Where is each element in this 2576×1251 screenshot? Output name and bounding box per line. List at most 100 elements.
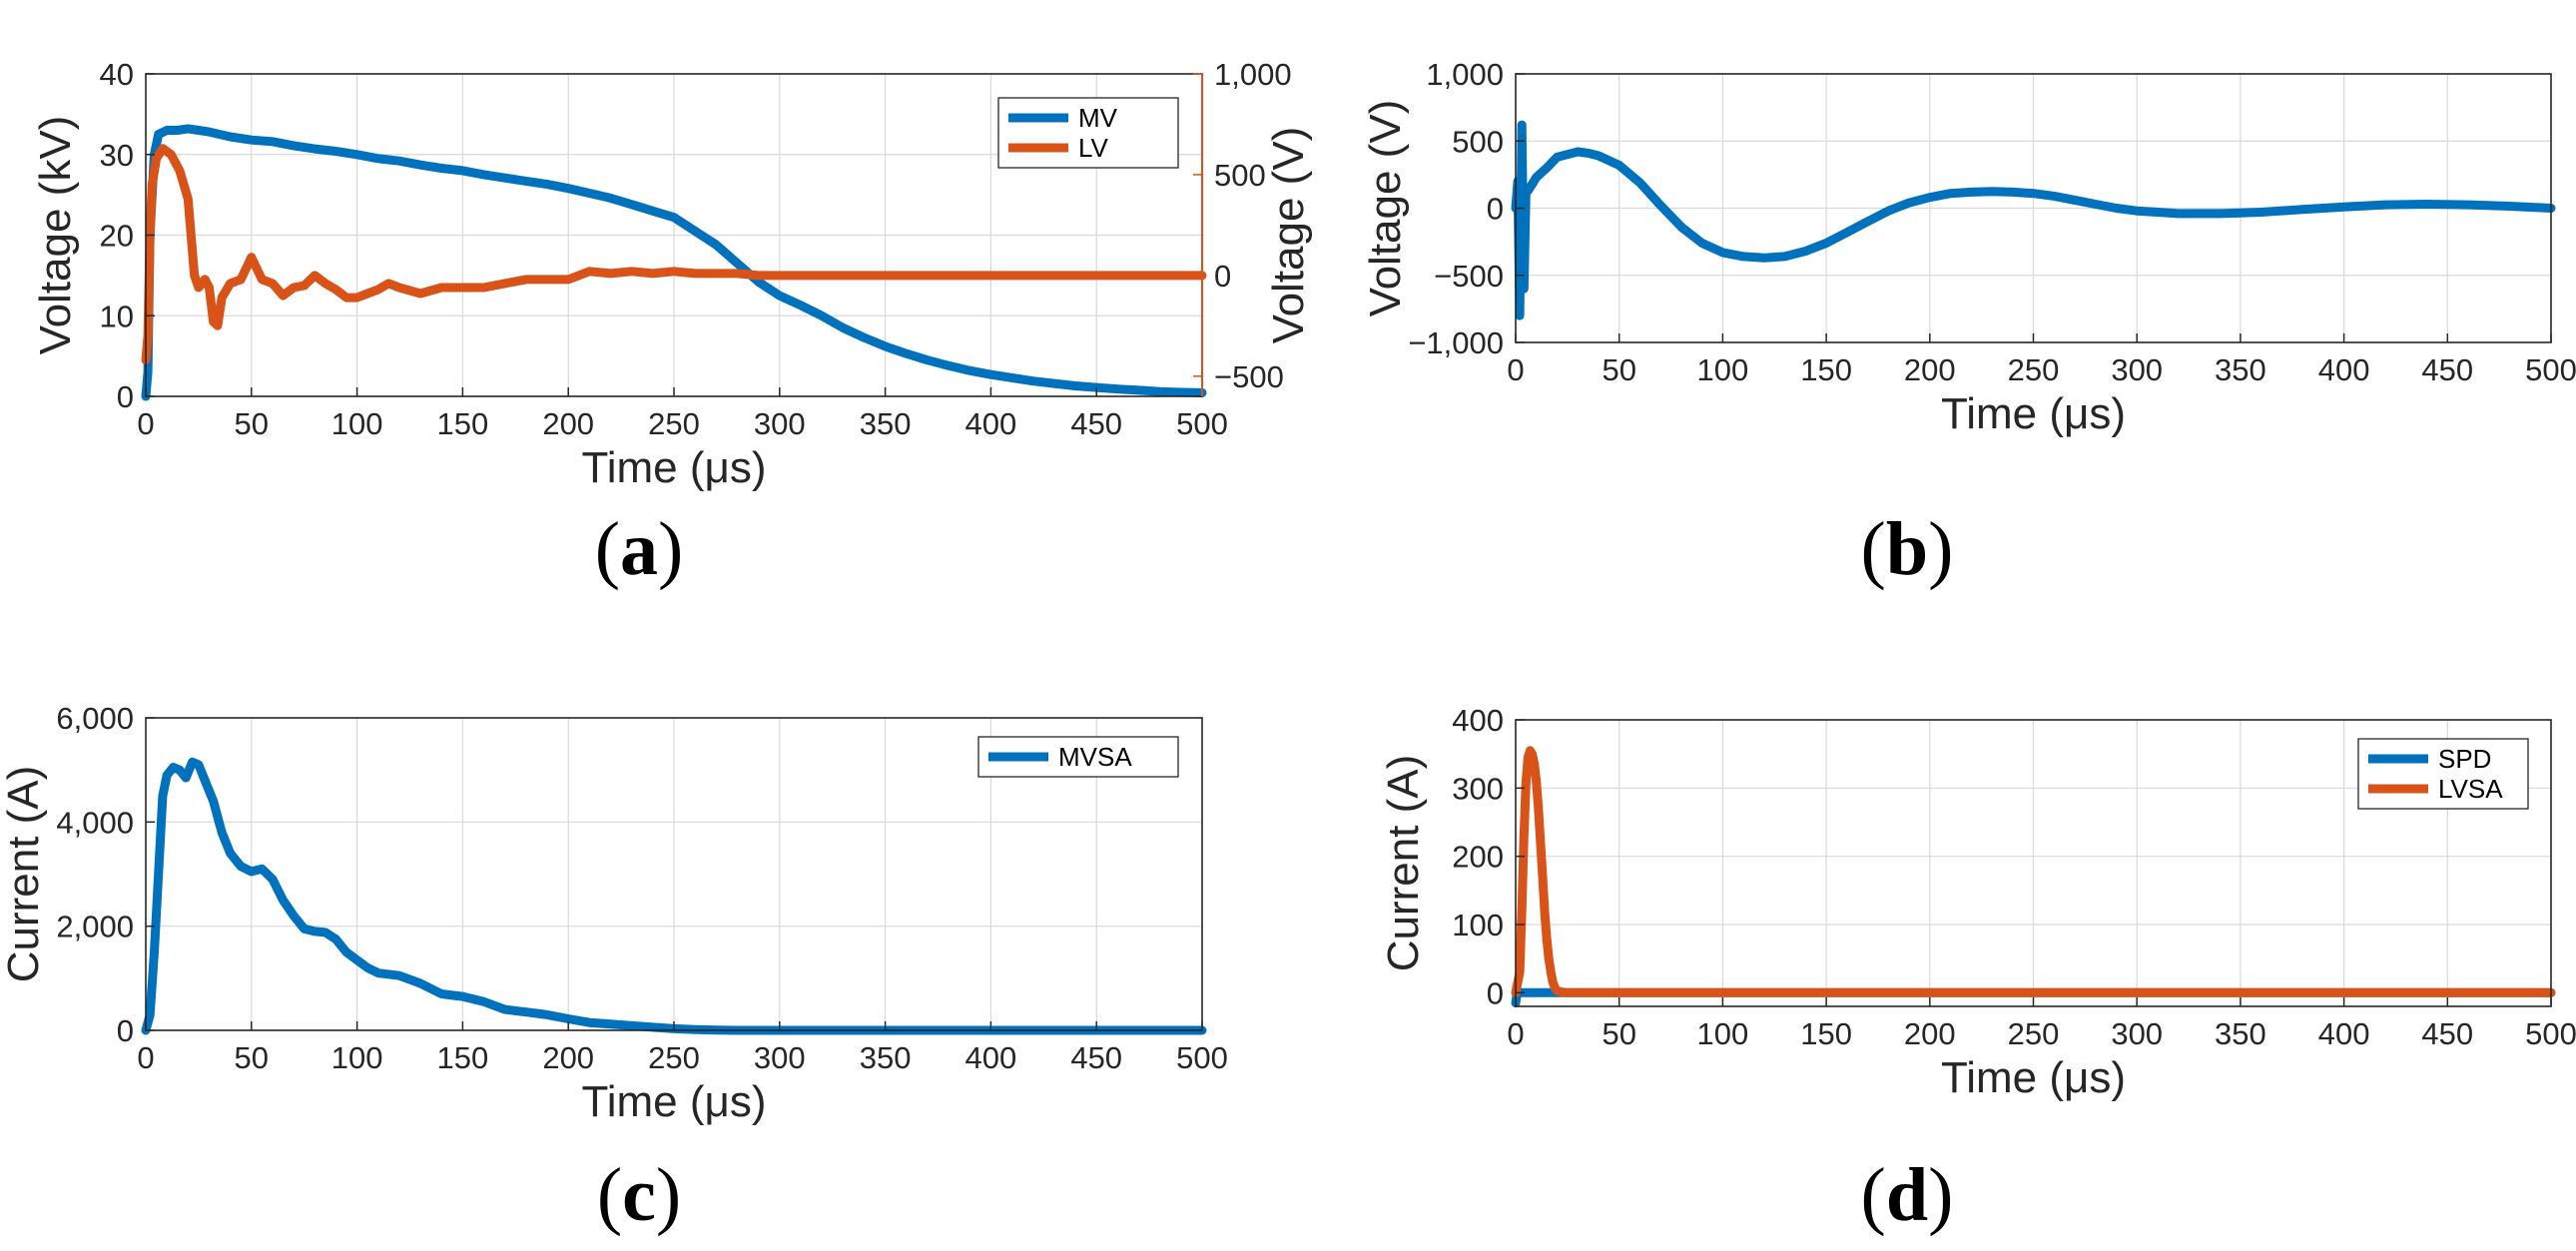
- y-tick-label: 100: [1452, 908, 1504, 942]
- x-axis-label: Time (μs): [1941, 1053, 2126, 1102]
- x-tick-label: 400: [2318, 1016, 2370, 1051]
- x-tick-label: 250: [648, 406, 700, 441]
- legend: MVSA: [977, 736, 1179, 778]
- x-tick-label: 300: [754, 1040, 806, 1075]
- x-tick-label: 50: [235, 1040, 269, 1075]
- series-line-mvsa: [141, 757, 1207, 1035]
- panel-label-d: (d): [1861, 1153, 1954, 1237]
- y-tick-label: 0: [1487, 192, 1504, 227]
- x-tick-label: 0: [137, 406, 154, 441]
- x-tick-label: 250: [2008, 1016, 2060, 1051]
- x-tick-label: 250: [2008, 352, 2060, 387]
- x-tick-label: 300: [2111, 352, 2163, 387]
- y-axis-label: Voltage (V): [1361, 100, 1410, 317]
- x-tick-label: 100: [1697, 352, 1749, 387]
- x-tick-label: 100: [331, 406, 383, 441]
- panel-d-chart: 0 50 100 150 200 250 300 350 400 450 500 0 100 200 300…: [1379, 703, 2576, 1102]
- x-tick-label: 150: [437, 1040, 489, 1075]
- x-tick-label: 0: [1507, 352, 1524, 387]
- series-line-lv: [141, 144, 1207, 365]
- y-tick-label: 4,000: [56, 805, 134, 840]
- x-tick-label: 350: [2215, 352, 2266, 387]
- x-tick-label: 200: [542, 406, 594, 441]
- y-tick-label: 0: [117, 1013, 134, 1048]
- y-axis-label: Current (A): [0, 766, 48, 983]
- y-tick-label: 200: [1452, 840, 1504, 875]
- x-tick-label: 100: [1697, 1016, 1749, 1051]
- y-tick-label: −1,000: [1408, 325, 1504, 360]
- y-tick-label: 400: [1452, 703, 1504, 738]
- x-tick-label: 50: [235, 406, 269, 441]
- x-tick-label: 500: [2525, 352, 2576, 387]
- y-tick-label: 0: [117, 379, 134, 414]
- x-tick-label: 200: [542, 1040, 594, 1075]
- x-tick-label: 400: [2318, 352, 2370, 387]
- x-axis-label: Time (μs): [581, 443, 766, 492]
- panel-label-b: (b): [1861, 507, 1954, 591]
- panel-c-chart: 0 50 100 150 200 250 300 350 400 450 500 0 2,000 4,00…: [0, 701, 1228, 1126]
- y-tick-label: 30: [100, 138, 134, 173]
- x-tick-label: 350: [860, 406, 912, 441]
- legend-box: [997, 97, 1179, 169]
- x-tick-label: 400: [966, 406, 1017, 441]
- x-tick-label: 0: [137, 1040, 154, 1075]
- y-tick-label: 2,000: [56, 910, 134, 944]
- right-y-tick-label: 0: [1214, 259, 1231, 294]
- x-tick-label: 50: [1602, 352, 1635, 387]
- x-tick-label: 100: [331, 1040, 383, 1075]
- panel-b-chart: 0 50 100 150 200 250 300 350 400 450 500 −1,000 −500…: [1361, 57, 2576, 438]
- x-tick-label: 250: [648, 1040, 700, 1075]
- y-tick-label: 500: [1452, 124, 1504, 159]
- y-tick-label: 0: [1487, 975, 1504, 1010]
- y-tick-label: 300: [1452, 771, 1504, 806]
- legend-label-lvsa: LVSA: [2438, 774, 2503, 804]
- y-tick-label: 20: [100, 219, 134, 254]
- right-y-axis-label: Voltage (V): [1264, 127, 1313, 344]
- x-axis-label: Time (μs): [1941, 389, 2126, 438]
- x-tick-label: 300: [2111, 1016, 2163, 1051]
- x-tick-label: 400: [966, 1040, 1017, 1075]
- y-tick-label: 1,000: [1426, 57, 1504, 92]
- x-tick-label: 500: [2525, 1016, 2576, 1051]
- x-tick-label: 350: [2215, 1016, 2266, 1051]
- y-axis-label: Current (A): [1379, 755, 1428, 972]
- series-line-lvsa: [1511, 746, 2556, 997]
- y-tick-label: 40: [100, 57, 134, 92]
- x-tick-label: 450: [1070, 406, 1122, 441]
- legend-label-mv: MV: [1078, 103, 1118, 133]
- legend-label-mvsa: MVSA: [1058, 742, 1132, 772]
- y-tick-label: 10: [100, 299, 134, 333]
- x-tick-label: 200: [1904, 352, 1956, 387]
- y-axis-label: Voltage (kV): [31, 116, 80, 355]
- y-tick-label: −500: [1434, 259, 1504, 294]
- x-tick-label: 350: [860, 1040, 912, 1075]
- x-tick-label: 500: [1176, 406, 1228, 441]
- legend-label-spd: SPD: [2438, 744, 2491, 774]
- x-tick-label: 500: [1176, 1040, 1228, 1075]
- series-line-voltage: [1511, 120, 2556, 320]
- x-tick-label: 450: [2421, 352, 2473, 387]
- x-tick-label: 150: [437, 406, 489, 441]
- legend-box: [2357, 738, 2529, 810]
- series-line-mv: [141, 124, 1207, 401]
- x-tick-label: 150: [1800, 352, 1852, 387]
- right-y-tick-label: 500: [1214, 158, 1266, 193]
- x-tick-label: 200: [1904, 1016, 1956, 1051]
- x-tick-label: 150: [1800, 1016, 1852, 1051]
- panel-label-a: (a): [595, 507, 684, 591]
- x-tick-label: 50: [1602, 1016, 1635, 1051]
- x-axis-label: Time (μs): [581, 1077, 766, 1126]
- right-y-tick-label: −500: [1214, 359, 1284, 394]
- panel-a-chart: 0 50 100 150 200 250 300 350 400 450 500 0 10 20 30 40 −…: [31, 57, 1313, 492]
- x-tick-label: 300: [754, 406, 806, 441]
- y-tick-label: 6,000: [56, 701, 134, 736]
- x-tick-label: 0: [1507, 1016, 1524, 1051]
- x-tick-label: 450: [2421, 1016, 2473, 1051]
- x-tick-label: 450: [1070, 1040, 1122, 1075]
- right-y-tick-label: 1,000: [1214, 57, 1292, 92]
- legend-label-lv: LV: [1078, 133, 1109, 163]
- panel-label-c: (c): [597, 1153, 681, 1237]
